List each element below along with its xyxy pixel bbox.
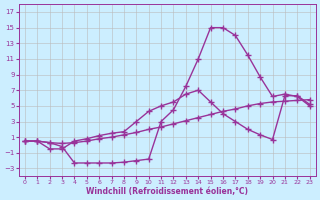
X-axis label: Windchill (Refroidissement éolien,°C): Windchill (Refroidissement éolien,°C) [86, 187, 248, 196]
